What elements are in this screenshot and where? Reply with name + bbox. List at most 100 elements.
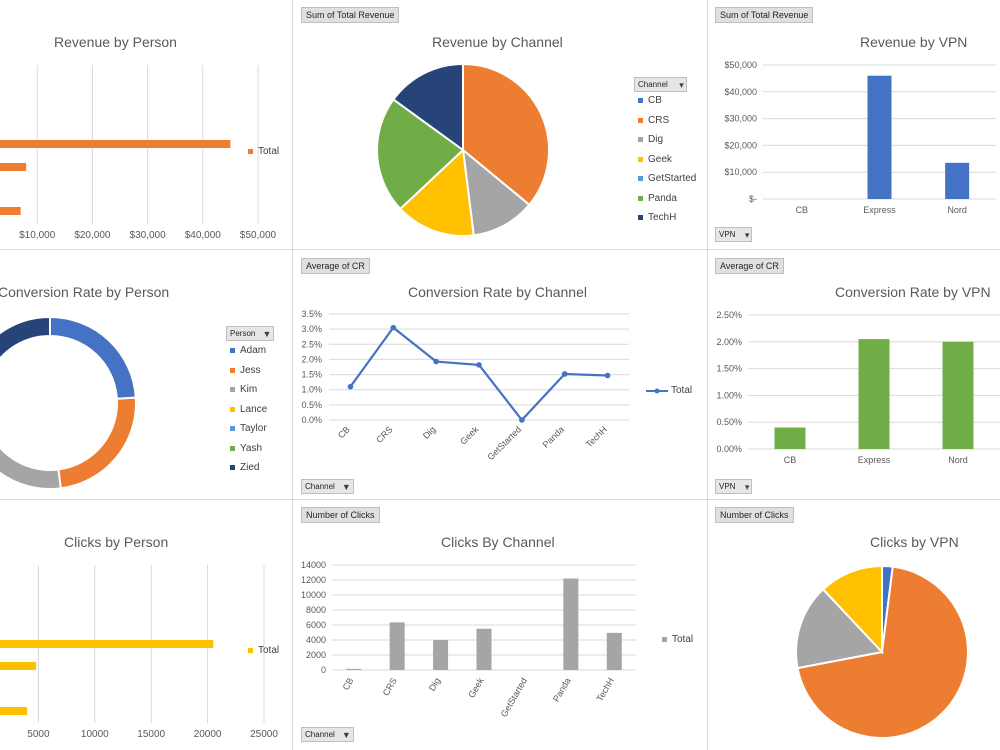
bar (774, 427, 806, 449)
legend-item: Kim (230, 380, 267, 400)
bar (0, 163, 27, 171)
legend-label: Lance (240, 403, 268, 415)
legend-swatch (638, 98, 643, 104)
pie-slice (462, 62, 550, 207)
filter-label: VPN (719, 482, 736, 491)
chart-title: Conversion Rate by Channel (408, 284, 587, 300)
legend-swatch (230, 406, 235, 412)
legend-item: Zied (230, 458, 267, 478)
clicks-by-vpn-pie (795, 564, 969, 739)
clicks-by-person-chart[interactable]: Clicks by Person 5000 10000 15000 20000 2500… (0, 500, 292, 750)
conversion-rate-by-person-chart[interactable]: Conversion Rate by Person Person ▼ Adam Je… (0, 250, 292, 499)
bar (942, 341, 974, 449)
pie-slice (57, 396, 137, 490)
chart-legend: Total (248, 641, 279, 661)
legend-swatch (230, 387, 235, 393)
chart-legend: CB CRS Dig Geek GetStarted Panda TechH (638, 91, 696, 228)
conversion-rate-by-person-donut (0, 315, 137, 490)
y-tick-label: 12000 (301, 575, 326, 585)
x-tick-label: 25000 (250, 729, 278, 740)
y-tick-label: 2000 (306, 650, 326, 660)
vpn-filter-button[interactable]: VPN ▾ (715, 479, 753, 494)
y-tick-label: 1.50% (716, 364, 742, 374)
revenue-by-vpn-chart[interactable]: Sum of Total Revenue Revenue by VPN $- $1… (708, 0, 1000, 249)
panel-divider (292, 0, 293, 750)
conversion-rate-by-channel-plot: 0.0% 0.5% 1.0% 1.5% 2.0% 2.5% 3.0% 3.5% CB CRS Dig… (301, 309, 629, 462)
bar (0, 662, 37, 670)
panel-divider (0, 499, 1000, 500)
pie-slice (376, 98, 465, 211)
legend-label: Panda (648, 192, 677, 204)
legend-label: Total (672, 634, 694, 646)
revenue-by-channel-chart[interactable]: Sum of Total Revenue Revenue by Channel … (293, 0, 707, 249)
revenue-by-person-chart[interactable]: Revenue by Person $10,000 $20,000 $30,000 $… (0, 0, 292, 249)
bar (346, 668, 362, 670)
conversion-rate-by-channel-chart[interactable]: Average of CR Conversion Rate by Channel… (293, 250, 707, 499)
channel-filter-button[interactable]: Channel ▼ (301, 727, 354, 742)
legend-item: Jess (230, 361, 267, 381)
data-point (476, 362, 482, 368)
filter-label: Channel (638, 80, 668, 89)
series-line (349, 326, 608, 422)
pie-slice (0, 446, 62, 490)
pie-slice (398, 147, 475, 237)
legend-item: Adam (230, 341, 267, 361)
x-tick-label: Express (863, 205, 896, 215)
legend-swatch (662, 637, 667, 643)
conversion-rate-by-vpn-chart[interactable]: Average of CR Conversion Rate by VPN 0.0… (708, 250, 1000, 499)
pie-slice (461, 147, 531, 237)
legend-label: TechH (648, 212, 677, 224)
vpn-filter-button[interactable]: VPN ▾ (715, 227, 753, 242)
filter-funnel-icon: ▼ (262, 329, 272, 339)
legend-line-marker (646, 388, 668, 394)
legend-item: Panda (638, 189, 696, 209)
legend-swatch (248, 648, 253, 654)
clicks-by-channel-plot: 0 2000 4000 6000 8000 10000 12000 14000 CB CRS Dig… (301, 560, 636, 719)
legend-item: Yash (230, 439, 267, 459)
field-button[interactable]: Number of Clicks (715, 507, 794, 523)
legend-label: Adam (240, 345, 267, 357)
pie-slice (821, 564, 883, 655)
channel-filter-button[interactable]: Channel ▾ (634, 77, 687, 92)
field-button[interactable]: Number of Clicks (301, 507, 380, 523)
chart-title: Revenue by Channel (432, 34, 563, 50)
y-tick-label: 1.00% (716, 390, 742, 400)
chart-title: Conversion Rate by Person (0, 284, 170, 300)
x-tick-label: CB (336, 424, 352, 440)
y-tick-label: 1.5% (301, 370, 322, 380)
field-button[interactable]: Average of CR (715, 258, 784, 274)
bar (476, 628, 492, 670)
x-tick-label: CRS (374, 424, 395, 445)
x-tick-label: CB (796, 205, 809, 215)
bar (433, 640, 449, 670)
x-tick-label: Nord (947, 205, 967, 215)
legend-item: TechH (638, 208, 696, 228)
field-button[interactable]: Sum of Total Revenue (301, 7, 400, 23)
bar (606, 632, 622, 670)
x-tick-label: GetStarted (499, 676, 529, 719)
y-tick-label: 3.5% (301, 309, 322, 319)
filter-funnel-icon: ▼ (341, 482, 351, 492)
clicks-by-vpn-chart[interactable]: Number of Clicks Clicks by VPN (708, 500, 1000, 750)
field-button[interactable]: Average of CR (301, 258, 370, 274)
clicks-by-channel-chart[interactable]: Number of Clicks Clicks By Channel 0 2000… (293, 500, 707, 750)
data-point (561, 371, 568, 377)
revenue-by-vpn-plot: $- $10,000 $20,000 $30,000 $40,000 $50,000 CB E… (724, 60, 996, 215)
legend-label: GetStarted (648, 173, 697, 185)
pie-slice (0, 315, 51, 360)
channel-filter-button[interactable]: Channel ▼ (301, 479, 354, 494)
bar (389, 622, 405, 670)
y-tick-label: $10,000 (724, 167, 757, 177)
pie-slice (49, 315, 137, 400)
y-tick-label: 0.5% (301, 400, 322, 410)
x-tick-label: TechH (584, 424, 609, 449)
field-button[interactable]: Sum of Total Revenue (715, 7, 814, 23)
y-tick-label: 1.0% (301, 385, 322, 395)
legend-swatch (638, 195, 643, 201)
person-filter-button[interactable]: Person ▼ (226, 326, 275, 341)
x-tick-label: $40,000 (185, 230, 222, 241)
chart-title: Clicks By Channel (441, 534, 555, 550)
x-tick-label: GetStarted (485, 424, 523, 462)
legend-label: Total (671, 385, 693, 397)
y-tick-label: $40,000 (724, 87, 757, 97)
